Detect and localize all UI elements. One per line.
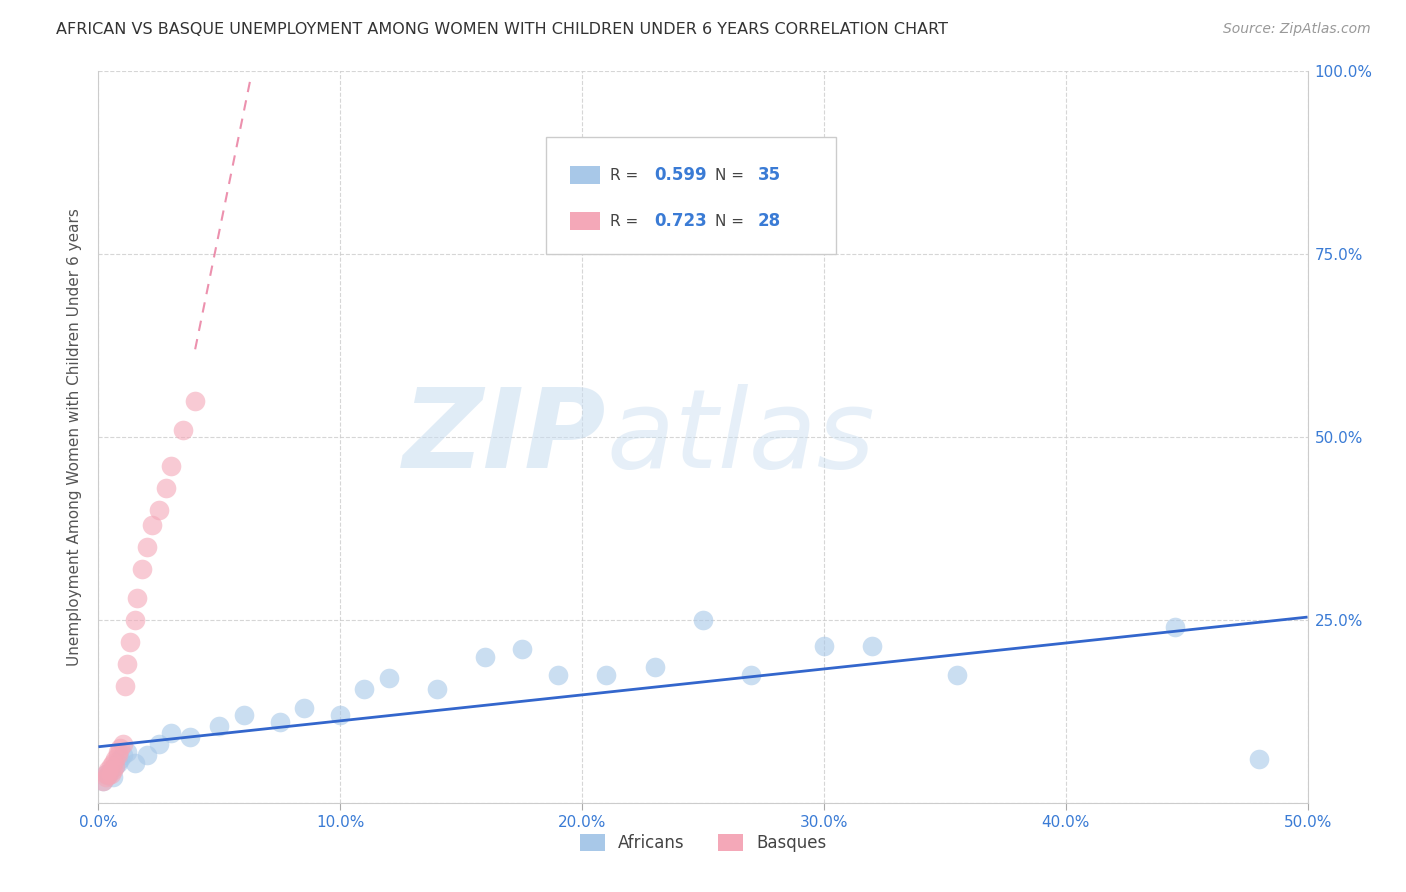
Text: 35: 35 — [758, 166, 780, 185]
Point — [135, 748, 157, 763]
Point — [155, 481, 177, 495]
Text: AFRICAN VS BASQUE UNEMPLOYMENT AMONG WOMEN WITH CHILDREN UNDER 6 YEARS CORRELATI: AFRICAN VS BASQUE UNEMPLOYMENT AMONG WOM… — [56, 22, 948, 37]
Point — [101, 756, 124, 770]
Text: R =: R = — [610, 214, 643, 229]
Point — [595, 667, 617, 681]
Text: N =: N = — [716, 214, 749, 229]
Point — [104, 752, 127, 766]
Point — [107, 745, 129, 759]
Point — [104, 759, 127, 773]
Point — [94, 766, 117, 780]
Point — [860, 639, 883, 653]
Point — [547, 667, 569, 681]
Point — [269, 715, 291, 730]
Point — [172, 423, 194, 437]
Point — [97, 763, 120, 777]
Point — [94, 770, 117, 784]
Point — [117, 657, 139, 671]
Point — [160, 726, 183, 740]
Point — [108, 740, 131, 755]
Point — [131, 562, 153, 576]
Text: ZIP: ZIP — [402, 384, 606, 491]
Point — [946, 667, 969, 681]
Point — [111, 737, 134, 751]
Point — [101, 770, 124, 784]
Point — [101, 763, 124, 777]
Point — [107, 748, 129, 763]
Point — [124, 756, 146, 770]
Point — [184, 393, 207, 408]
Point — [141, 517, 163, 532]
Point — [127, 591, 149, 605]
Point — [104, 759, 127, 773]
FancyBboxPatch shape — [569, 166, 600, 185]
Point — [510, 642, 533, 657]
Point — [97, 768, 120, 782]
Point — [813, 639, 835, 653]
Point — [292, 700, 315, 714]
Point — [97, 768, 120, 782]
Y-axis label: Unemployment Among Women with Children Under 6 years: Unemployment Among Women with Children U… — [67, 208, 83, 666]
Text: 0.723: 0.723 — [655, 212, 707, 230]
Text: Source: ZipAtlas.com: Source: ZipAtlas.com — [1223, 22, 1371, 37]
Point — [111, 748, 134, 763]
Point — [740, 667, 762, 681]
Point — [114, 679, 136, 693]
Point — [100, 763, 122, 777]
Text: 28: 28 — [758, 212, 780, 230]
Point — [100, 766, 122, 780]
Point — [644, 660, 666, 674]
Point — [135, 540, 157, 554]
Point — [107, 756, 129, 770]
Point — [100, 759, 122, 773]
Point — [117, 745, 139, 759]
Text: N =: N = — [716, 168, 749, 183]
Point — [118, 635, 141, 649]
Point — [94, 766, 117, 780]
Point — [1163, 620, 1185, 634]
FancyBboxPatch shape — [546, 137, 837, 254]
Point — [91, 773, 114, 788]
Text: R =: R = — [610, 168, 643, 183]
Point — [160, 459, 183, 474]
Point — [377, 672, 399, 686]
Legend: Africans, Basques: Africans, Basques — [571, 825, 835, 860]
Point — [124, 613, 146, 627]
Point — [474, 649, 496, 664]
Point — [179, 730, 201, 744]
Point — [1249, 752, 1271, 766]
Point — [426, 682, 449, 697]
Point — [208, 719, 231, 733]
Point — [329, 708, 352, 723]
FancyBboxPatch shape — [569, 212, 600, 230]
Text: 0.599: 0.599 — [655, 166, 707, 185]
Point — [232, 708, 254, 723]
Point — [353, 682, 375, 697]
Point — [91, 773, 114, 788]
Point — [692, 613, 714, 627]
Text: atlas: atlas — [606, 384, 875, 491]
Point — [108, 752, 131, 766]
Point — [148, 503, 170, 517]
Point — [148, 737, 170, 751]
